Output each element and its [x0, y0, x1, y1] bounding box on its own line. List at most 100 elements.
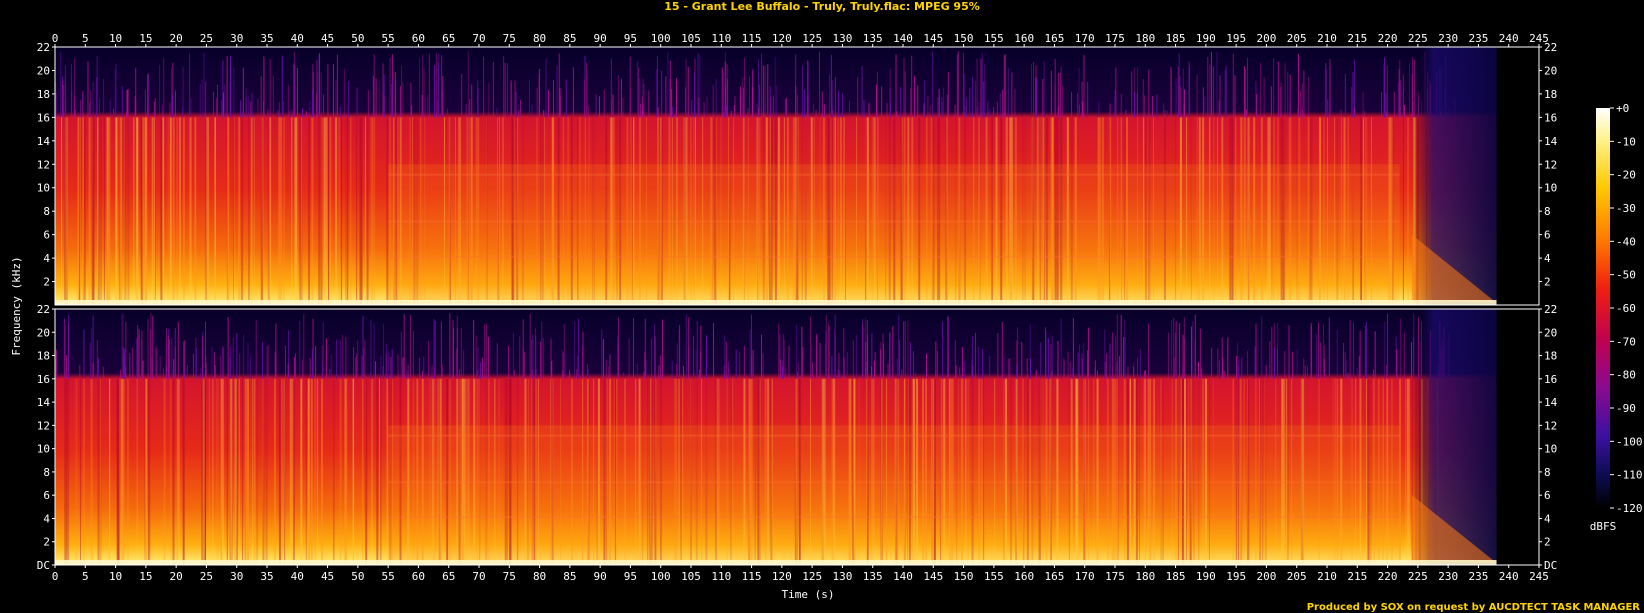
spike [1133, 91, 1135, 118]
x-tick-label: 45 [321, 32, 334, 45]
spike [1047, 338, 1049, 379]
transient [805, 117, 807, 305]
y-tick-label: 10 [1544, 443, 1557, 456]
transient [214, 117, 216, 305]
transient [1399, 378, 1402, 565]
spike [73, 96, 75, 118]
spike [289, 111, 291, 118]
spike [762, 65, 764, 118]
transient [900, 117, 903, 305]
spike [954, 104, 956, 118]
spike [1323, 358, 1325, 379]
transient [295, 117, 298, 305]
transient [1038, 378, 1041, 565]
spike [446, 108, 448, 118]
transient [747, 117, 749, 305]
transient [456, 378, 459, 565]
spike [797, 362, 799, 379]
transient [244, 378, 246, 565]
transient [828, 117, 831, 305]
transient [756, 117, 759, 305]
transient [393, 117, 396, 305]
spike [1104, 329, 1106, 379]
transient [886, 378, 888, 565]
transient [945, 117, 948, 305]
transient [100, 117, 102, 305]
spike [1210, 51, 1212, 118]
spike [267, 344, 269, 379]
transient [374, 117, 376, 305]
transient [844, 117, 846, 305]
spike [907, 319, 909, 379]
spike [1265, 365, 1267, 379]
spike [150, 329, 152, 379]
spike [159, 64, 161, 118]
transient [115, 117, 118, 305]
transient [797, 117, 799, 305]
transient [592, 117, 594, 305]
spike [769, 86, 771, 118]
spike [679, 324, 681, 379]
transient [1382, 378, 1384, 565]
spike [581, 371, 583, 379]
spike [868, 103, 870, 118]
transient [299, 117, 301, 305]
spike [881, 86, 883, 118]
spike [770, 96, 772, 118]
y-tick-label: 20 [37, 64, 50, 77]
transient [189, 117, 192, 305]
spike [64, 324, 66, 379]
transient [512, 117, 515, 305]
transient [470, 117, 473, 305]
spike [294, 353, 296, 379]
transient [1108, 117, 1110, 305]
transient [586, 378, 589, 565]
transient [852, 378, 855, 565]
spike [1123, 336, 1125, 379]
spike [927, 96, 929, 118]
spike [1191, 326, 1193, 379]
spike [267, 109, 269, 118]
spike [943, 87, 945, 118]
transient [701, 378, 703, 565]
x-tick-label: 100 [651, 32, 671, 45]
transient [1309, 117, 1311, 305]
spike [620, 78, 622, 118]
spike [195, 337, 197, 379]
transient [1023, 378, 1025, 565]
transient [220, 378, 222, 565]
y-tick-label: 12 [1544, 419, 1557, 432]
transient [635, 378, 637, 565]
spike [661, 70, 663, 118]
spike [909, 342, 911, 379]
transient [395, 117, 397, 305]
spike [55, 81, 57, 118]
transient [1288, 117, 1291, 305]
transient [1364, 117, 1366, 305]
spike [1033, 62, 1035, 118]
spike [964, 73, 966, 118]
spike [984, 63, 986, 118]
spike [382, 366, 384, 379]
transient [67, 378, 70, 565]
spike [189, 53, 191, 118]
transient [1039, 378, 1041, 565]
transient [728, 117, 730, 305]
spike [803, 89, 805, 118]
spike [339, 339, 341, 379]
spike [658, 365, 660, 379]
transient [930, 378, 932, 565]
transient [392, 378, 394, 565]
spike [1077, 352, 1079, 379]
spike [299, 320, 301, 379]
transient [1213, 117, 1215, 305]
spike [269, 59, 271, 118]
transient [1153, 378, 1155, 565]
spike [1246, 57, 1248, 118]
spike [556, 65, 558, 118]
y-tick-label: 12 [1544, 158, 1557, 171]
transient [517, 378, 519, 565]
transient [1268, 117, 1271, 305]
spike [993, 106, 995, 118]
spike [587, 364, 589, 379]
